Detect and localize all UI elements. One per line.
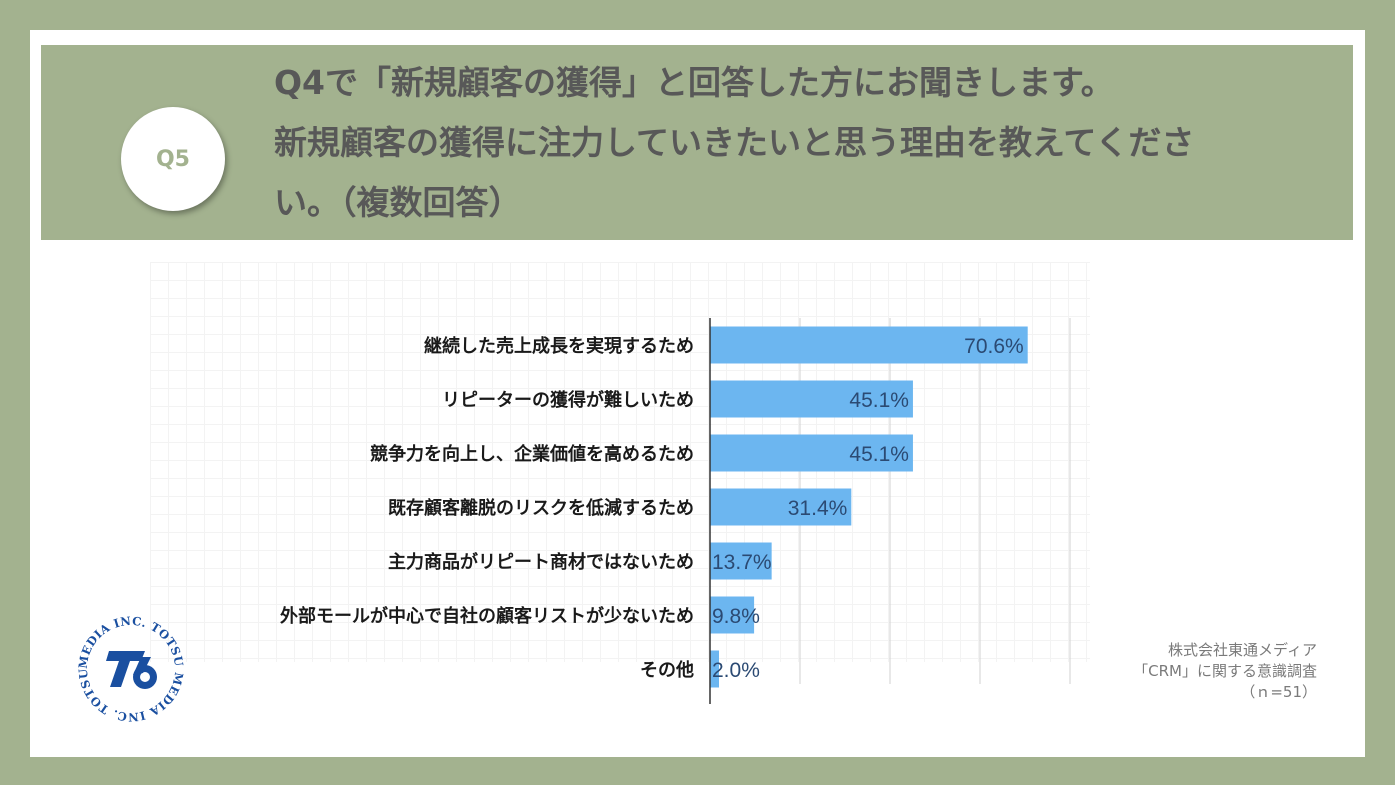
question-badge-label: Q5	[155, 146, 190, 172]
question-line-2: 新規顧客の獲得に注力していきたいと思う理由を教えてくださ	[274, 123, 1195, 162]
category-label: 主力商品がリピート商材ではないため	[388, 551, 694, 573]
source-note: 株式会社東通メディア 「CRM」に関する意識調査 （ｎ=51）	[1133, 640, 1317, 703]
category-label: 既存顧客離脱のリスクを低減するため	[388, 497, 694, 519]
source-survey: 「CRM」に関する意識調査	[1133, 662, 1317, 680]
logo-ring-text: MEDIA INC. TOTSU MEDIA INC. TOTSU	[76, 614, 186, 724]
source-sample-size: （ｎ=51）	[1240, 683, 1317, 701]
source-company: 株式会社東通メディア	[1168, 641, 1317, 659]
totsu-media-logo: MEDIA INC. TOTSU MEDIA INC. TOTSU	[76, 614, 187, 724]
bar	[710, 650, 719, 688]
category-label: 競争力を向上し、企業価値を高めるため	[370, 443, 694, 465]
data-label: 31.4%	[788, 497, 848, 520]
category-label: その他	[640, 659, 694, 681]
bar	[710, 488, 852, 526]
data-label: 45.1%	[849, 443, 909, 466]
question-badge: Q5	[121, 107, 225, 211]
question-text: Q4で「新規顧客の獲得」と回答した方にお聞きします。 新規顧客の獲得に注力してい…	[274, 53, 1274, 233]
bar	[710, 326, 1028, 364]
bar	[710, 434, 913, 472]
data-label: 9.8%	[712, 605, 760, 628]
question-line-3: い。（複数回答）	[274, 183, 522, 222]
data-label: 2.0%	[712, 659, 760, 682]
question-line-1: Q4で「新規顧客の獲得」と回答した方にお聞きします。	[274, 63, 1114, 102]
svg-text:MEDIA INC. TOTSU MEDIA INC. TO: MEDIA INC. TOTSU MEDIA INC. TOTSU	[76, 614, 187, 724]
bar	[710, 380, 913, 418]
data-label: 70.6%	[964, 335, 1024, 358]
bar	[710, 542, 772, 580]
data-label: 13.7%	[712, 551, 772, 574]
category-label: 外部モールが中心で自社の顧客リストが少ないため	[280, 605, 694, 627]
bar	[710, 596, 755, 634]
category-label: リピーターの獲得が難しいため	[442, 389, 694, 411]
data-label: 45.1%	[849, 389, 909, 412]
question-header: Q5 Q4で「新規顧客の獲得」と回答した方にお聞きします。 新規顧客の獲得に注力…	[41, 45, 1353, 240]
category-label: 継続した売上成長を実現するため	[424, 335, 694, 357]
